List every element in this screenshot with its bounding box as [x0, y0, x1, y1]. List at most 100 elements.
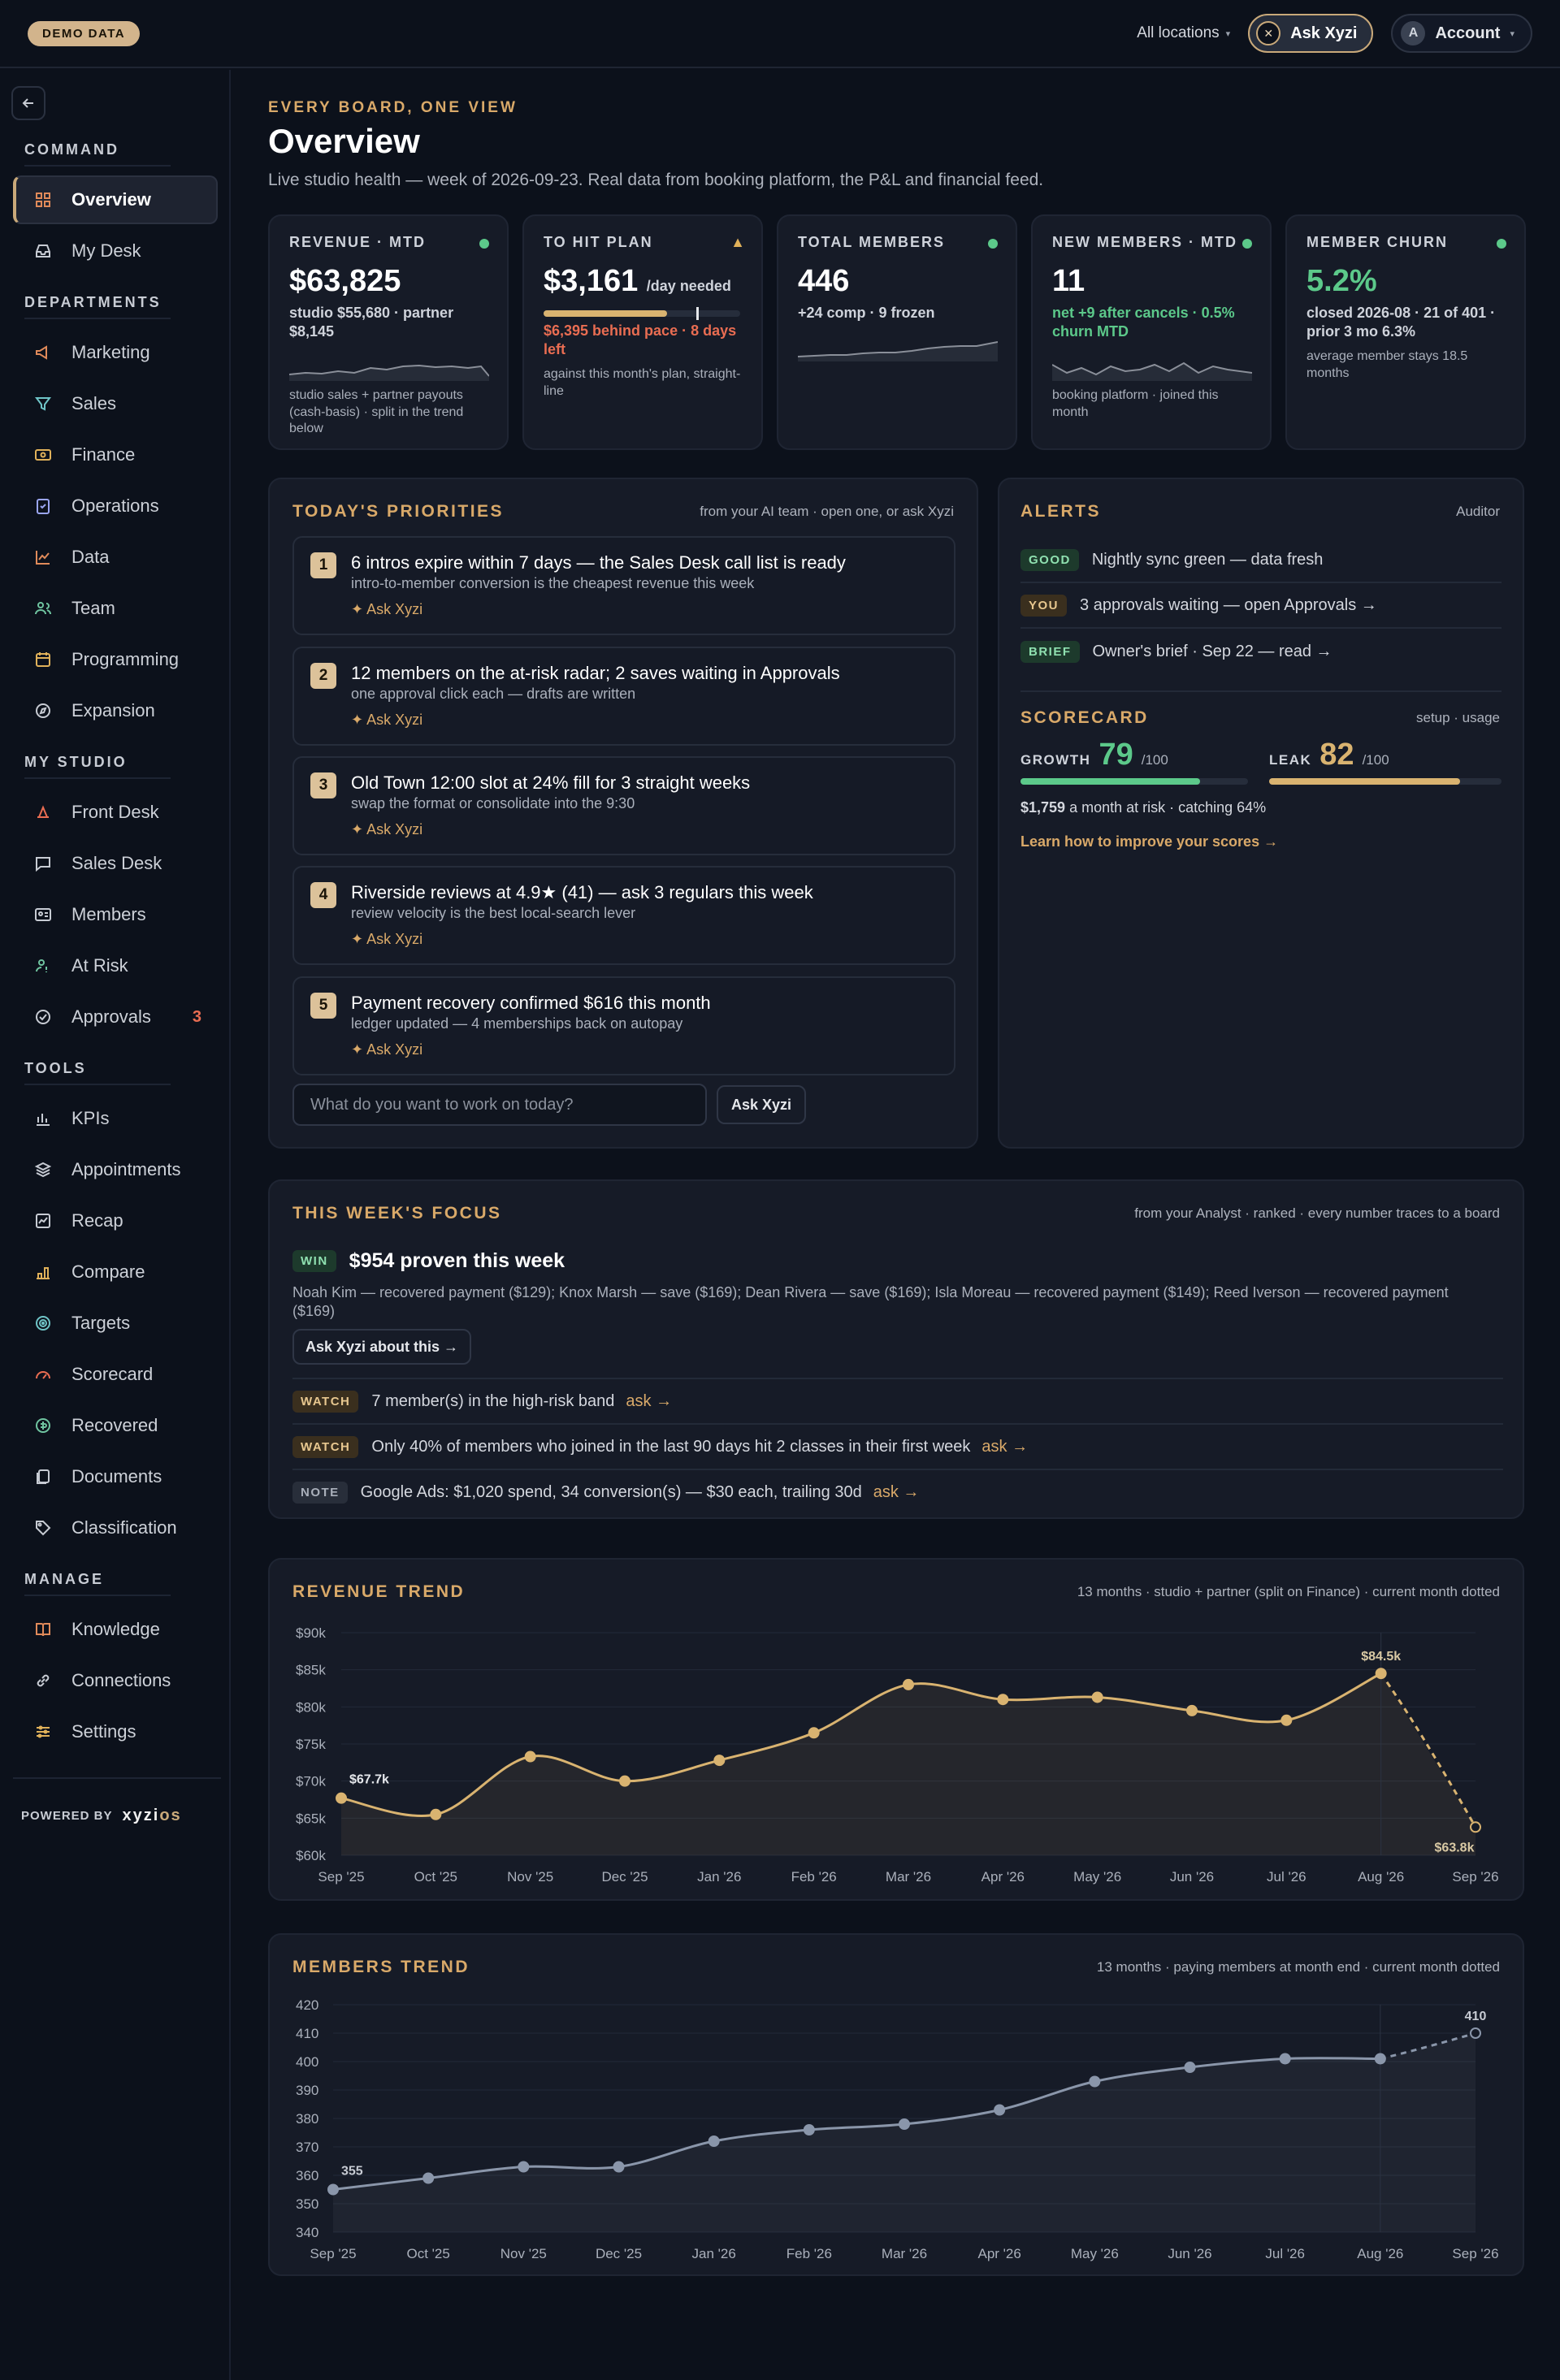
data-point[interactable] [327, 2183, 339, 2196]
data-point[interactable] [524, 1750, 536, 1763]
sidebar-item-overview[interactable]: Overview [13, 175, 218, 224]
sidebar-item-classification[interactable]: Classification [13, 1504, 218, 1552]
sidebar-item-members[interactable]: Members [13, 890, 218, 939]
focus-item[interactable]: WATCH 7 member(s) in the high-risk band … [292, 1378, 1503, 1423]
data-point[interactable] [803, 2124, 815, 2136]
data-point[interactable] [903, 1678, 914, 1690]
sidebar-item-marketing[interactable]: Marketing [13, 328, 218, 377]
collapse-sidebar-button[interactable] [11, 86, 46, 120]
ask-xyzi-link[interactable]: ✦ Ask Xyzi [351, 1041, 423, 1058]
focus-item[interactable]: WATCH Only 40% of members who joined in … [292, 1423, 1503, 1469]
sidebar-item-front-desk[interactable]: Front Desk [13, 788, 218, 837]
y-tick-label: 340 [296, 2225, 318, 2240]
ask-link[interactable]: ask → [626, 1391, 673, 1410]
ask-xyzi-link[interactable]: ✦ Ask Xyzi [351, 931, 423, 947]
sidebar-item-connections[interactable]: Connections [13, 1656, 218, 1705]
sidebar-item-compare[interactable]: Compare [13, 1248, 218, 1296]
sidebar-section-command: COMMAND [24, 141, 171, 167]
sidebar-item-recap[interactable]: Recap [13, 1196, 218, 1245]
ask-xyzi-button[interactable]: ✕ Ask Xyzi [1248, 14, 1374, 53]
data-point[interactable] [1091, 1691, 1103, 1703]
ask-xyzi-link[interactable]: ✦ Ask Xyzi [351, 601, 423, 617]
focus-text: 7 member(s) in the high-risk band [371, 1391, 615, 1410]
section-caption: from your Analyst · ranked · every numbe… [1134, 1205, 1500, 1221]
ask-xyzi-link[interactable]: ✦ Ask Xyzi [351, 712, 423, 728]
data-point[interactable] [613, 2161, 625, 2173]
data-point[interactable] [899, 2118, 910, 2130]
account-menu-button[interactable]: A Account ▾ [1391, 14, 1532, 53]
scorecard-setup-usage-link[interactable]: setup · usage [1415, 710, 1500, 725]
data-point[interactable] [1280, 1714, 1293, 1726]
sidebar-item-label: Expansion [72, 700, 155, 720]
sidebar-item-scorecard[interactable]: Scorecard [13, 1350, 218, 1399]
sidebar-item-appointments[interactable]: Appointments [13, 1145, 218, 1194]
powered-by-label: POWERED BY [21, 1809, 113, 1823]
ask-xyzi-submit-button[interactable]: Ask Xyzi [717, 1085, 807, 1124]
alert-item[interactable]: BRIEF Owner's brief · Sep 22 — read → [1020, 629, 1502, 674]
ask-xyzi-link[interactable]: ✦ Ask Xyzi [351, 821, 423, 837]
sidebar-item-operations[interactable]: Operations [13, 482, 218, 530]
alert-item[interactable]: GOOD Nightly sync green — data fresh [1020, 538, 1502, 583]
data-point[interactable] [336, 1792, 347, 1804]
work-on-today-input[interactable]: What do you want to work on today? [292, 1084, 707, 1126]
location-selector[interactable]: All locations ▾ [1137, 24, 1230, 42]
priority-card[interactable]: 4 Riverside reviews at 4.9★ (41) — ask 3… [292, 866, 956, 965]
ask-link[interactable]: ask → [873, 1482, 920, 1501]
sidebar-item-documents[interactable]: Documents [13, 1452, 218, 1501]
x-tick-label: May '26 [1071, 2246, 1119, 2261]
data-point[interactable] [518, 2161, 530, 2173]
data-point[interactable] [1374, 2053, 1386, 2065]
data-point[interactable] [1375, 1668, 1387, 1680]
kpi-card-new-members[interactable]: NEW MEMBERS · MTD 11 net +9 after cancel… [1031, 214, 1272, 450]
data-point[interactable] [713, 1755, 726, 1767]
sidebar-item-recovered[interactable]: Recovered [13, 1401, 218, 1450]
priority-card[interactable]: 5 Payment recovery confirmed $616 this m… [292, 976, 956, 1075]
sidebar-item-knowledge[interactable]: Knowledge [13, 1605, 218, 1654]
sidebar-item-expansion[interactable]: Expansion [13, 686, 218, 735]
sidebar-item-sales-desk[interactable]: Sales Desk [13, 839, 218, 888]
priority-card[interactable]: 1 6 intros expire within 7 days — the Sa… [292, 536, 956, 635]
data-point[interactable] [1186, 1704, 1198, 1716]
sidebar-item-my-desk[interactable]: My Desk [13, 227, 218, 275]
data-point[interactable] [1089, 2075, 1101, 2088]
alert-item[interactable]: YOU 3 approvals waiting — open Approvals… [1020, 583, 1502, 629]
kpi-card-total-members[interactable]: TOTAL MEMBERS 446 +24 comp · 9 frozen [777, 214, 1017, 450]
data-point[interactable] [708, 2136, 720, 2147]
sidebar-item-kpis[interactable]: KPIs [13, 1094, 218, 1143]
sidebar-item-programming[interactable]: Programming [13, 635, 218, 684]
priority-title: 12 members on the at-risk radar; 2 saves… [351, 663, 840, 683]
sidebar-item-label: Front Desk [72, 802, 159, 822]
auditor-link[interactable]: Auditor [1456, 504, 1500, 519]
kpi-card-revenue[interactable]: REVENUE · MTD $63,825 studio $55,680 · p… [268, 214, 509, 450]
data-point[interactable] [808, 1727, 820, 1739]
sidebar-item-label: Sales [72, 393, 117, 413]
kpi-card-to-hit-plan[interactable]: TO HIT PLAN ▲ $3,161 /day needed $6,395 … [522, 214, 763, 450]
sidebar-item-targets[interactable]: Targets [13, 1299, 218, 1348]
sidebar-item-finance[interactable]: Finance [13, 431, 218, 479]
sidebar-item-approvals[interactable]: Approvals 3 [13, 993, 218, 1041]
focus-item[interactable]: NOTE Google Ads: $1,020 spend, 34 conver… [292, 1469, 1503, 1514]
data-point[interactable] [1470, 1821, 1481, 1833]
data-point[interactable] [1184, 2062, 1196, 2073]
sidebar-item-at-risk[interactable]: At Risk [13, 941, 218, 990]
ask-about-win-button[interactable]: Ask Xyzi about this → [292, 1329, 472, 1365]
data-point[interactable] [422, 2172, 435, 2184]
sidebar-item-settings[interactable]: Settings [13, 1707, 218, 1756]
members-trend-panel: MEMBERS TREND 13 months · paying members… [268, 1933, 1524, 2276]
priority-card[interactable]: 2 12 members on the at-risk radar; 2 sav… [292, 647, 956, 746]
data-point[interactable] [1470, 2027, 1481, 2039]
weekly-focus-panel: THIS WEEK'S FOCUS from your Analyst · ra… [268, 1179, 1524, 1519]
kpi-card-member-churn[interactable]: MEMBER CHURN 5.2% closed 2026-08 · 21 of… [1285, 214, 1526, 450]
data-point[interactable] [997, 1694, 1009, 1706]
improve-scores-link[interactable]: Learn how to improve your scores → [1020, 833, 1279, 850]
priority-card[interactable]: 3 Old Town 12:00 slot at 24% fill for 3 … [292, 756, 956, 855]
sidebar-item-data[interactable]: Data [13, 533, 218, 582]
data-point[interactable] [1279, 2053, 1291, 2065]
data-point[interactable] [430, 1808, 442, 1820]
data-point[interactable] [619, 1775, 630, 1787]
data-point[interactable] [994, 2104, 1006, 2116]
status-dot-icon [1497, 239, 1506, 249]
sidebar-item-team[interactable]: Team [13, 584, 218, 633]
sidebar-item-sales[interactable]: Sales [13, 379, 218, 428]
ask-link[interactable]: ask → [982, 1437, 1029, 1456]
